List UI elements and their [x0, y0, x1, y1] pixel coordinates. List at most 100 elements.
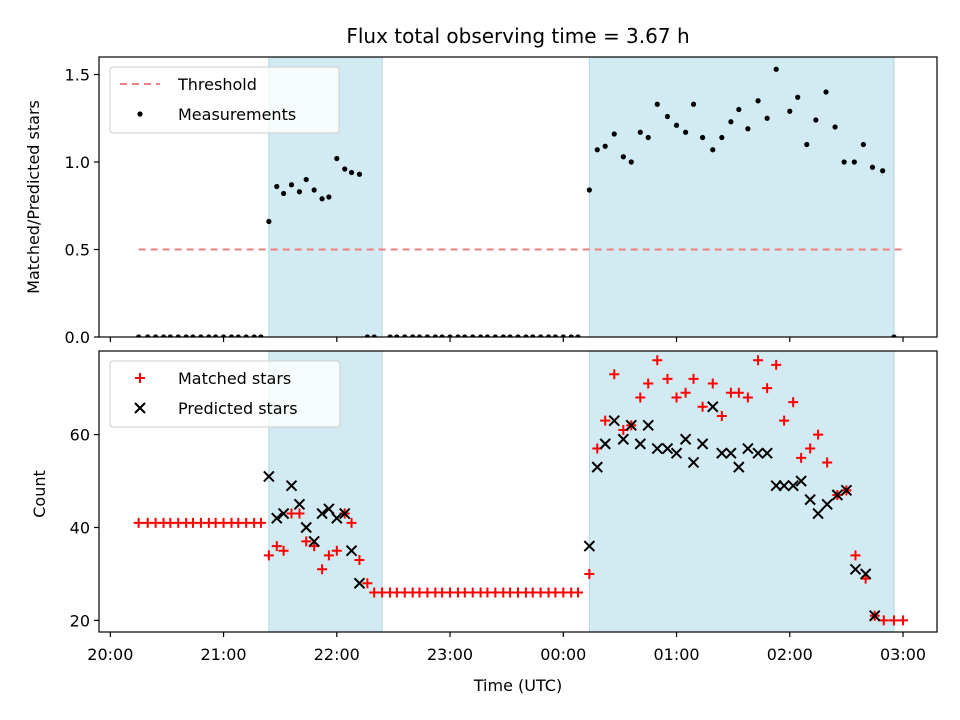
measurement-point: [153, 334, 159, 337]
matched-star-point: [584, 568, 595, 579]
matched-star-point: [716, 411, 727, 422]
matched-star-point: [733, 387, 744, 398]
chart-title: Flux total observing time = 3.67 h: [346, 24, 689, 48]
measurement-point: [439, 334, 445, 337]
x-tick-label: 23:00: [427, 645, 473, 664]
predicted-star-point: [733, 461, 745, 473]
predicted-star-point: [787, 479, 799, 492]
measurement-point: [274, 183, 280, 190]
measurement-point: [394, 334, 400, 337]
matched-star-point: [796, 452, 807, 463]
predicted-star-point: [323, 503, 335, 515]
top-legend: Threshold Measurements: [109, 66, 340, 134]
measurement-point: [160, 334, 167, 337]
x-tick-label: 03:00: [880, 645, 926, 664]
legend-label: Predicted stars: [178, 399, 298, 418]
predicted-star-point: [804, 493, 816, 506]
measurement-point: [136, 334, 142, 337]
measurement-point: [243, 334, 249, 337]
predicted-star-point: [696, 438, 709, 450]
measurement-point: [432, 334, 438, 337]
matched-star-point: [680, 387, 691, 398]
bottom-legend: Matched stars Predicted stars: [109, 360, 341, 428]
legend-label: Threshold: [177, 75, 257, 94]
measurement-point: [183, 334, 189, 337]
measurement-point: [410, 334, 416, 337]
matched-star-point: [635, 392, 646, 403]
measurement-point: [594, 147, 600, 153]
matched-star-point: [688, 373, 699, 384]
measurement-point: [602, 143, 608, 149]
predicted-star-point: [707, 401, 719, 413]
x-tick-label: 22:00: [314, 645, 360, 664]
x-axis-label: Time (UTC): [473, 676, 562, 695]
predicted-star-point: [345, 545, 358, 557]
predicted-star-point: [716, 447, 728, 459]
matched-star-point: [771, 359, 782, 370]
bottom-y-tick-label: 20: [70, 611, 90, 630]
matched-star-point: [301, 536, 312, 547]
top-y-axis-label: Matched/Predicted stars: [24, 100, 43, 294]
measurement-point: [206, 334, 212, 337]
measurement-point: [478, 334, 484, 337]
matched-star-point: [779, 415, 790, 426]
measurement-point: [334, 155, 340, 162]
measurement-point: [258, 334, 264, 337]
measurement-point: [492, 334, 498, 337]
predicted-star-point: [687, 456, 700, 469]
predicted-star-point: [778, 479, 790, 492]
measurement-point: [251, 334, 257, 337]
matched-star-point: [762, 383, 773, 394]
matched-star-point: [652, 355, 663, 366]
measurement-point: [645, 134, 651, 141]
predicted-star-point: [316, 507, 328, 520]
predicted-star-point: [617, 433, 630, 445]
matched-star-point: [788, 397, 799, 408]
measurement-point: [484, 334, 491, 337]
measurement-point: [523, 334, 529, 337]
matched-star-point: [317, 564, 328, 575]
measurement-point: [266, 218, 272, 225]
measurement-point: [851, 159, 857, 165]
measurement-point: [342, 166, 348, 172]
measurement-point: [500, 334, 506, 337]
matched-star-point: [742, 392, 753, 403]
measurement-point: [813, 117, 819, 123]
matched-star-point: [813, 429, 824, 440]
measurement-point: [736, 106, 742, 113]
measurement-point: [745, 126, 751, 132]
measurement-point: [311, 187, 317, 193]
measurement-point: [228, 334, 235, 337]
top-shaded-interval: [588, 57, 895, 337]
measurement-point: [220, 334, 227, 337]
predicted-star-point: [271, 512, 283, 524]
measurement-point: [664, 113, 671, 120]
predicted-star-point: [625, 419, 637, 432]
measurement-point: [823, 89, 829, 95]
top-axes-frame: [98, 56, 938, 338]
x-tick-label: 21:00: [201, 645, 247, 664]
predicted-star-point: [849, 563, 862, 576]
top-legend-box: [109, 66, 340, 134]
matched-star-point: [323, 550, 334, 561]
legend-label: Measurements: [178, 105, 296, 124]
measurement-point: [167, 334, 173, 337]
predicted-star-point: [651, 442, 663, 455]
matched-star-point: [850, 550, 861, 561]
measurement-point: [860, 141, 866, 148]
measurement-point: [280, 190, 287, 197]
measurement-point: [787, 108, 793, 114]
measurement-point: [869, 164, 876, 170]
matched-star-point: [697, 401, 708, 412]
bottom-y-tick-label: 40: [70, 518, 90, 537]
measurement-point: [690, 101, 697, 107]
measurement-point: [447, 334, 453, 337]
measurement-point: [145, 334, 151, 337]
measurement-point: [880, 168, 886, 174]
measurement-point: [637, 129, 643, 135]
matched-star-point: [707, 378, 718, 389]
bottom-legend-box: [109, 360, 341, 428]
measurement-point: [560, 334, 566, 337]
bottom-panel: 20 40 60 20:00 21:00 22:00 23:00 00:00 01:00 02:0…: [70, 350, 938, 664]
predicted-star-point: [642, 419, 654, 432]
